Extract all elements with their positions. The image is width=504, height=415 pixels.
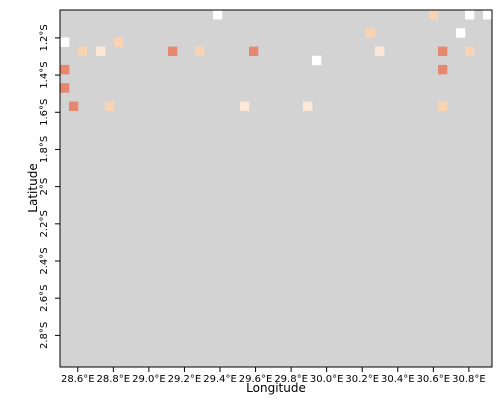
heatmap-cell	[213, 10, 223, 20]
y-tick-label: 2.8°S	[39, 322, 50, 349]
y-tick-label: 1.4°S	[39, 61, 50, 88]
x-tick-label: 29.8°E	[274, 374, 308, 385]
plot-background	[60, 10, 492, 367]
x-tick-label: 29.4°E	[203, 374, 237, 385]
heatmap-cell	[168, 46, 178, 57]
heatmap-cell	[96, 46, 106, 57]
y-tick-label: 2.4°S	[39, 247, 50, 274]
heatmap-cell	[312, 55, 322, 66]
x-tick-label: 29.0°E	[132, 374, 166, 385]
heatmap-cell	[69, 101, 79, 111]
x-tick-label: 30.8°E	[452, 374, 486, 385]
heatmap-cell	[483, 10, 493, 20]
x-tick-label: 30.6°E	[417, 374, 451, 385]
y-tick-label: 2°S	[39, 178, 50, 196]
y-tick-label: 2.2°S	[39, 210, 50, 237]
heatmap-cell	[240, 101, 250, 111]
heatmap-cell	[375, 46, 385, 57]
y-axis: 1.2°S 1.4°S 1.6°S 1.8°S 2°S 2.2°S 2.4°S 2.6°S 2.…	[39, 24, 60, 349]
x-tick-label: 29.2°E	[168, 374, 202, 385]
y-tick-label: 2.6°S	[39, 285, 50, 312]
heatmap-cell	[366, 28, 376, 38]
y-tick-label: 1.8°S	[39, 136, 50, 163]
heatmap-cell	[105, 101, 115, 111]
x-axis: 28.6°E 28.8°E 29.0°E 29.2°E 29.4°E 29.6°E 29.8…	[61, 367, 486, 385]
heatmap-cell	[60, 83, 70, 93]
heatmap-cell	[78, 46, 88, 57]
heatmap-cell	[60, 37, 70, 47]
heatmap-cell	[303, 101, 313, 111]
heatmap-cell	[438, 64, 448, 75]
y-tick-label: 1.2°S	[39, 24, 50, 51]
x-tick-label: 28.8°E	[97, 374, 131, 385]
heatmap-cell	[195, 46, 205, 57]
heatmap-cell	[438, 101, 448, 111]
y-tick-label: 1.6°S	[39, 99, 50, 126]
heatmap-cell	[429, 10, 439, 20]
x-tick-label: 30.0°E	[310, 374, 344, 385]
x-tick-label: 30.4°E	[381, 374, 415, 385]
x-tick-label: 29.6°E	[239, 374, 273, 385]
x-tick-label: 30.2°E	[345, 374, 379, 385]
plot-frame	[59, 9, 493, 368]
heatmap-cell	[60, 64, 70, 75]
x-axis-title: Longitude	[246, 381, 306, 395]
heatmap-cell	[465, 46, 475, 57]
heatmap-cell	[456, 28, 466, 38]
heatmap-cell	[438, 46, 448, 57]
heatmap-cells	[60, 10, 493, 111]
heatmap-cell	[465, 10, 475, 20]
heatmap-cell	[114, 37, 124, 47]
heatmap-cell	[249, 46, 259, 57]
y-axis-title: Latitude	[26, 163, 40, 212]
x-tick-label: 28.6°E	[61, 374, 95, 385]
